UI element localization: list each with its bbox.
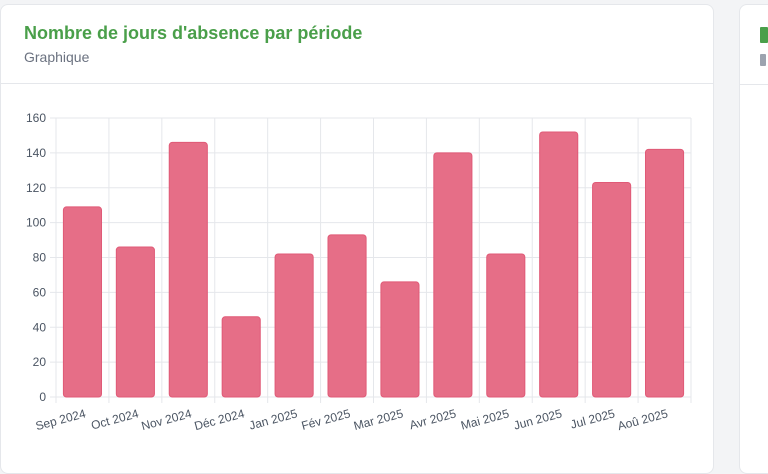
x-tick-label: Fév 2025 — [300, 406, 352, 433]
x-tick-label: Déc 2024 — [193, 406, 247, 433]
x-tick-label: Avr 2025 — [408, 406, 458, 432]
chart-subtitle: Graphique — [24, 49, 90, 65]
next-card-subtitle-fragment — [760, 54, 766, 66]
bar-chart: 0 20 40 60 80 100 120 140 160 Sep 2024 Oct 2024 Nov… — [26, 111, 692, 433]
bar[interactable] — [274, 253, 314, 398]
x-tick-label: Jul 2025 — [569, 406, 617, 431]
bar[interactable] — [327, 234, 367, 398]
bar[interactable] — [62, 206, 103, 398]
chart-area: 0 20 40 60 80 100 120 140 160 Sep 2024 Oct 2024 Nov… — [1, 85, 713, 473]
bar[interactable] — [115, 246, 155, 398]
bar[interactable] — [539, 131, 579, 398]
x-tick-label: Aoû 2025 — [616, 406, 670, 433]
bar[interactable] — [380, 281, 420, 398]
y-tick-label: 20 — [33, 355, 47, 369]
bar[interactable] — [168, 141, 208, 398]
y-tick-label: 160 — [26, 111, 46, 125]
x-tick-label: Mai 2025 — [459, 406, 511, 432]
bar[interactable] — [221, 316, 261, 398]
next-card-title-fragment — [760, 27, 768, 43]
x-tick-label: Mar 2025 — [352, 406, 405, 433]
y-tick-label: 60 — [33, 285, 47, 299]
next-card-peek — [739, 4, 768, 474]
bar[interactable] — [592, 182, 632, 398]
chart-title: Nombre de jours d'absence par période — [24, 23, 363, 43]
y-tick-label: 80 — [33, 251, 47, 265]
next-card-divider — [740, 84, 768, 85]
x-tick-label: Nov 2024 — [140, 406, 194, 433]
x-tick-label: Jun 2025 — [512, 406, 564, 432]
x-tick-label: Sep 2024 — [34, 406, 88, 433]
y-tick-label: 100 — [26, 216, 46, 230]
y-tick-label: 0 — [39, 390, 46, 404]
y-tick-label: 40 — [33, 320, 47, 334]
bar[interactable] — [433, 152, 473, 398]
x-tick-label: Oct 2024 — [89, 406, 140, 432]
x-tick-label: Jan 2025 — [248, 406, 300, 432]
card-header: Nombre de jours d'absence par période Gr… — [1, 5, 713, 84]
chart-card: Nombre de jours d'absence par période Gr… — [0, 4, 714, 474]
y-tick-label: 140 — [26, 146, 46, 160]
bar[interactable] — [644, 148, 685, 398]
y-tick-label: 120 — [26, 181, 46, 195]
bar[interactable] — [486, 253, 526, 398]
